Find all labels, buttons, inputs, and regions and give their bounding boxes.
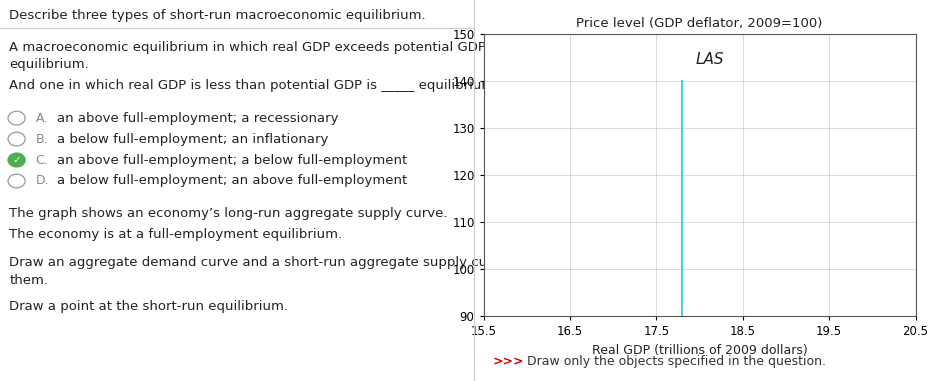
Text: Draw a point at the short-run equilibrium.: Draw a point at the short-run equilibriu… [9, 300, 288, 313]
Circle shape [8, 174, 25, 188]
Text: Describe three types of short-run macroeconomic equilibrium.: Describe three types of short-run macroe… [9, 9, 426, 22]
Text: A macroeconomic equilibrium in which real GDP exceeds potential GDP is _____: A macroeconomic equilibrium in which rea… [9, 41, 539, 54]
Text: ✓: ✓ [12, 155, 21, 165]
Circle shape [8, 111, 25, 125]
Text: a below full-employment; an above full-employment: a below full-employment; an above full-e… [57, 174, 408, 187]
Text: A.: A. [36, 112, 48, 125]
Text: equilibrium.: equilibrium. [9, 58, 89, 71]
Text: an above full-employment; a below full-employment: an above full-employment; a below full-e… [57, 154, 408, 166]
Text: The graph shows an economy’s long-run aggregate supply curve.: The graph shows an economy’s long-run ag… [9, 207, 448, 220]
Text: D.: D. [36, 174, 49, 187]
X-axis label: Real GDP (trillions of 2009 dollars): Real GDP (trillions of 2009 dollars) [592, 344, 808, 357]
Text: And one in which real GDP is less than potential GDP is _____ equilibrium.: And one in which real GDP is less than p… [9, 79, 499, 92]
Text: C.: C. [36, 154, 48, 166]
Text: Draw only the objects specified in the question.: Draw only the objects specified in the q… [523, 355, 826, 368]
Text: >>>: >>> [493, 355, 525, 368]
Text: The economy is at a full-employment equilibrium.: The economy is at a full-employment equi… [9, 228, 343, 241]
Text: LAS: LAS [695, 52, 724, 67]
Title: Price level (GDP deflator, 2009=100): Price level (GDP deflator, 2009=100) [577, 18, 823, 30]
Circle shape [8, 132, 25, 146]
Text: Draw an aggregate demand curve and a short-run aggregate supply curve. Label: Draw an aggregate demand curve and a sho… [9, 256, 553, 269]
Text: them.: them. [9, 274, 49, 287]
Text: an above full-employment; a recessionary: an above full-employment; a recessionary [57, 112, 338, 125]
Text: B.: B. [36, 133, 48, 146]
Text: a below full-employment; an inflationary: a below full-employment; an inflationary [57, 133, 329, 146]
Circle shape [8, 153, 25, 167]
